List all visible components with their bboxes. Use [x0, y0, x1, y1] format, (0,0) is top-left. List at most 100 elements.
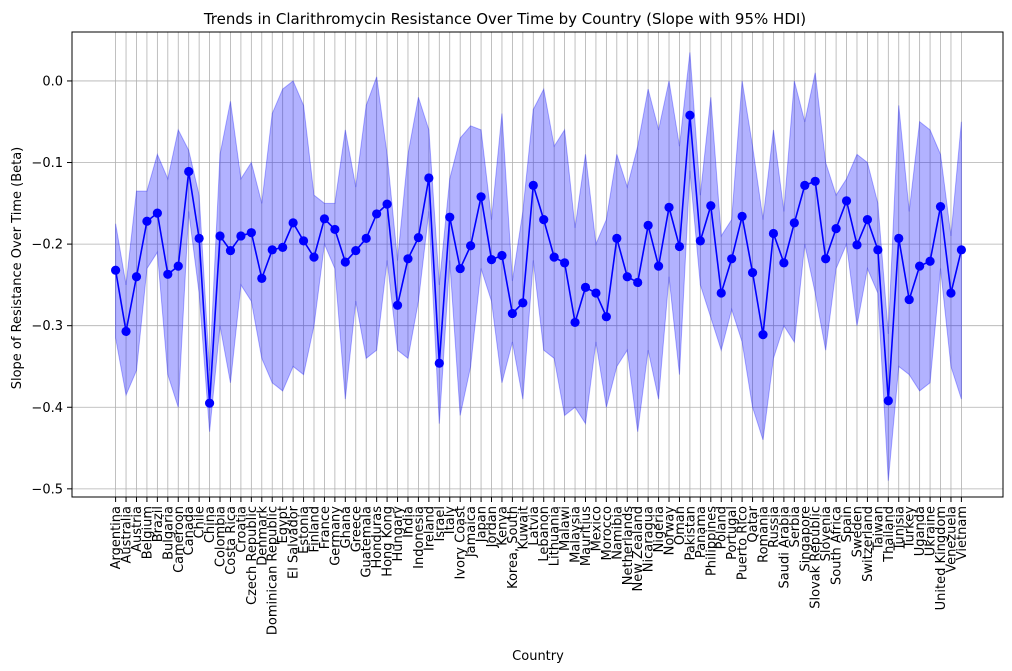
data-point [528, 180, 538, 190]
x-tick-label: United Kingdom [934, 506, 949, 610]
x-tick-label: Serbia [788, 506, 803, 547]
x-tick-label: Dominican Republic [266, 506, 281, 635]
data-point [695, 236, 705, 246]
x-tick-label: Costa Rica [224, 506, 239, 575]
data-point [424, 173, 434, 183]
x-tick-label: Italy [443, 506, 458, 535]
data-point [768, 228, 779, 239]
y-tick-label: −0.4 [31, 401, 63, 416]
x-tick-label: Netherlands [621, 506, 636, 585]
x-axis-label: Country [512, 649, 564, 664]
data-point [915, 261, 925, 271]
x-tick-label: Singapore [798, 506, 813, 572]
x-tick-label: Colombia [214, 506, 229, 567]
data-point [382, 199, 392, 209]
x-tick-label: Slovak Republic [809, 506, 824, 609]
x-tick-label: Israel [433, 506, 448, 542]
x-tick-label: Spain [840, 506, 855, 542]
data-point [361, 233, 371, 243]
data-point [518, 298, 528, 308]
data-point [643, 220, 653, 230]
x-tick-label: Malawi [558, 506, 573, 551]
x-tick-label: France [318, 506, 333, 549]
data-point [278, 242, 288, 252]
data-point [194, 233, 204, 243]
data-point [497, 250, 507, 261]
data-point [309, 252, 319, 262]
x-axis-ticks: ArgentinaAustraliaAustriaBelgiumBrazilBu… [109, 497, 970, 635]
y-tick-label: −0.1 [31, 156, 63, 171]
x-tick-label: Poland [715, 506, 730, 549]
x-tick-label: Lebanon [537, 506, 552, 562]
x-tick-label: Ghana [339, 506, 354, 549]
data-point [434, 358, 444, 368]
data-point [591, 288, 601, 298]
data-point [904, 294, 914, 305]
x-tick-label: Japan [475, 506, 490, 543]
data-point [330, 224, 340, 235]
x-tick-label: Egypt [276, 506, 291, 544]
data-point [653, 261, 664, 271]
data-point [841, 196, 852, 206]
data-point [163, 269, 173, 279]
data-point [674, 241, 685, 252]
data-point [758, 330, 768, 340]
data-point [445, 212, 455, 222]
x-tick-label: Belgium [140, 506, 155, 559]
x-tick-label: Austria [130, 506, 145, 552]
data-point [883, 396, 893, 406]
x-tick-label: Pakistan [683, 506, 698, 560]
data-point [633, 277, 643, 288]
x-tick-label: Romania [757, 506, 772, 563]
data-point [152, 208, 162, 218]
data-point [685, 110, 695, 120]
x-tick-label: Honduras [370, 506, 385, 569]
x-tick-label: Hong Kong [381, 506, 396, 577]
data-point [800, 180, 810, 190]
x-tick-label: Venezuela [944, 506, 959, 573]
data-point [319, 214, 330, 224]
x-tick-label: Hungary [391, 506, 406, 562]
data-point [747, 268, 758, 278]
x-tick-label: Latvia [527, 506, 542, 546]
data-point [215, 231, 225, 241]
data-point [507, 308, 517, 319]
x-tick-label: Namibia [610, 506, 625, 560]
x-tick-label: Lithuania [548, 506, 563, 566]
y-tick-label: 0.0 [42, 74, 63, 89]
data-point [225, 246, 236, 256]
data-point [204, 398, 215, 408]
y-tick-label: −0.5 [31, 482, 63, 497]
series-line [114, 115, 963, 404]
data-point [142, 216, 152, 226]
data-point [351, 246, 361, 256]
x-tick-label: Croatia [234, 506, 249, 553]
x-tick-label: Guatemala [360, 506, 375, 578]
x-tick-label: Tunisia [892, 506, 907, 551]
data-point [372, 209, 382, 219]
data-point [821, 254, 831, 264]
data-point [862, 215, 873, 225]
x-tick-label: Korea, South [506, 506, 521, 589]
data-point [935, 201, 946, 212]
x-tick-label: Jordan [485, 506, 500, 548]
x-tick-label: El Salvador [287, 505, 302, 579]
y-axis-label: Slope of Resistance Over Time (Beta) [10, 147, 25, 390]
data-point [267, 245, 277, 255]
data-point [706, 201, 716, 211]
x-tick-label: Taiwan [871, 506, 886, 551]
data-point [560, 258, 570, 268]
x-tick-label: Thailand [882, 506, 897, 563]
series-line-path [114, 115, 963, 404]
data-point [236, 231, 246, 241]
data-points [111, 110, 967, 408]
x-tick-label: Puerto Rico [736, 506, 751, 580]
data-point [779, 258, 789, 268]
x-tick-label: Finland [308, 506, 323, 552]
data-point [466, 241, 476, 251]
data-point [131, 272, 142, 282]
x-tick-label: Denmark [255, 506, 270, 566]
data-point [570, 317, 580, 328]
data-point [622, 272, 632, 282]
y-tick-label: −0.3 [31, 319, 63, 334]
